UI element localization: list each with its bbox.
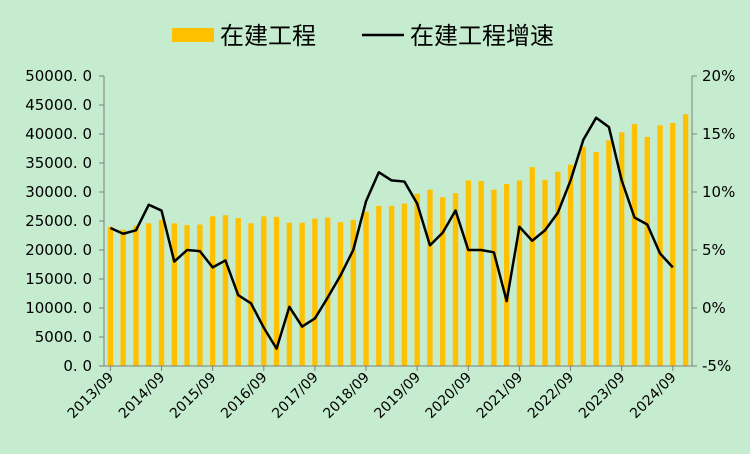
bar bbox=[363, 211, 369, 366]
x-tick-label: 2013/09 bbox=[65, 370, 117, 422]
y-right-tick-label: 10% bbox=[702, 183, 735, 201]
bar bbox=[529, 167, 535, 366]
bar bbox=[452, 193, 459, 366]
bar bbox=[644, 136, 650, 366]
bar bbox=[478, 180, 484, 366]
y-left-tick-label: 45000. 0 bbox=[25, 96, 92, 114]
x-tick-label: 2019/09 bbox=[372, 370, 424, 422]
bar bbox=[107, 226, 114, 366]
bar bbox=[286, 222, 293, 366]
bar bbox=[427, 189, 433, 366]
x-tick-label: 2022/09 bbox=[525, 370, 577, 422]
bar bbox=[401, 203, 408, 366]
bar bbox=[606, 140, 612, 366]
bar bbox=[261, 216, 267, 366]
bar bbox=[184, 225, 190, 366]
bar bbox=[619, 132, 625, 366]
y-right-tick-label: 15% bbox=[702, 125, 735, 143]
x-tick-label: 2023/09 bbox=[576, 370, 628, 422]
bar bbox=[299, 222, 305, 366]
y-left-tick-label: 40000. 0 bbox=[25, 125, 92, 143]
bar bbox=[503, 183, 510, 366]
bar bbox=[248, 223, 254, 366]
x-tick-label: 2016/09 bbox=[218, 370, 270, 422]
bar bbox=[388, 205, 395, 366]
bar bbox=[146, 223, 152, 366]
x-tick-label: 2024/09 bbox=[627, 370, 679, 422]
bar bbox=[670, 122, 676, 366]
bar bbox=[631, 124, 638, 366]
x-tick-label: 2014/09 bbox=[116, 370, 168, 422]
bar bbox=[542, 179, 548, 366]
legend-swatch-bar bbox=[172, 28, 214, 42]
plot-area: 0. 0 5000. 0 10000. 0 15000. 0 20000. 0 25000… bbox=[25, 67, 735, 422]
legend-label-bar: 在建工程 bbox=[220, 22, 316, 50]
bar bbox=[465, 180, 471, 366]
bar bbox=[567, 164, 574, 366]
y-right-tick-label: 20% bbox=[702, 67, 735, 85]
bar bbox=[337, 222, 344, 366]
y-left-tick-label: 35000. 0 bbox=[25, 154, 92, 172]
x-tick-label: 2017/09 bbox=[269, 370, 321, 422]
x-tick-label: 2021/09 bbox=[474, 370, 526, 422]
bar bbox=[197, 224, 203, 366]
bar bbox=[580, 146, 587, 366]
bar bbox=[440, 197, 446, 366]
bar bbox=[133, 225, 139, 366]
y-left-tick-label: 5000. 0 bbox=[35, 328, 92, 346]
bar bbox=[555, 171, 561, 366]
bar bbox=[222, 215, 229, 366]
y-right-tick-label: 5% bbox=[702, 241, 726, 259]
bar bbox=[657, 125, 663, 366]
y-left-tick-label: 0. 0 bbox=[63, 357, 92, 375]
bar bbox=[120, 229, 126, 366]
bar bbox=[350, 219, 356, 366]
y-left-tick-label: 20000. 0 bbox=[25, 241, 92, 259]
y-right-tick-label: -5% bbox=[702, 357, 731, 375]
bar bbox=[209, 216, 216, 366]
x-tick-label: 2015/09 bbox=[167, 370, 219, 422]
bar bbox=[682, 114, 689, 366]
y-left-tick-label: 25000. 0 bbox=[25, 212, 92, 230]
bar bbox=[593, 151, 599, 366]
x-tick-label: 2018/09 bbox=[320, 370, 372, 422]
x-tick-label: 2020/09 bbox=[423, 370, 475, 422]
bar bbox=[414, 193, 420, 366]
y-left-tick-label: 50000. 0 bbox=[25, 67, 92, 85]
bar bbox=[171, 223, 177, 366]
y-right-tick-label: 0% bbox=[702, 299, 726, 317]
legend: 在建工程 在建工程增速 bbox=[172, 22, 554, 50]
y-left-tick-label: 10000. 0 bbox=[25, 299, 92, 317]
growth-line bbox=[109, 116, 674, 350]
bar bbox=[312, 218, 318, 366]
y-left-tick-label: 15000. 0 bbox=[25, 270, 92, 288]
bar bbox=[325, 217, 331, 366]
bar bbox=[516, 180, 523, 366]
bar bbox=[158, 219, 165, 366]
bar bbox=[376, 205, 382, 366]
bar bbox=[273, 216, 280, 366]
legend-label-line: 在建工程增速 bbox=[410, 22, 554, 50]
y-left-tick-label: 30000. 0 bbox=[25, 183, 92, 201]
bar bbox=[491, 189, 497, 366]
